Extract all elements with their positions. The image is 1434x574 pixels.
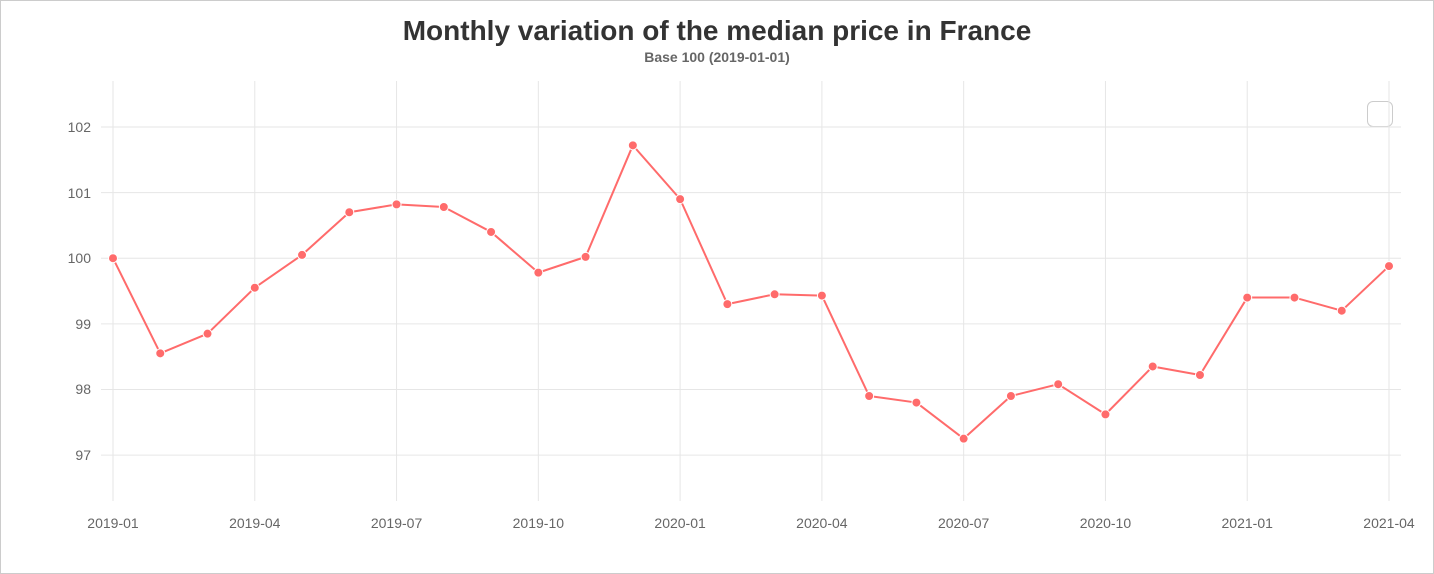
x-tick-label: 2020-01	[654, 515, 705, 531]
y-tick-label: 102	[1, 119, 91, 135]
x-tick-label: 2019-07	[371, 515, 422, 531]
x-tick-label: 2019-10	[513, 515, 564, 531]
chart-title: Monthly variation of the median price in…	[1, 15, 1433, 47]
x-tick-label: 2019-01	[87, 515, 138, 531]
y-tick-label: 100	[1, 250, 91, 266]
y-tick-label: 99	[1, 316, 91, 332]
x-tick-label: 2020-04	[796, 515, 847, 531]
x-tick-label: 2020-10	[1080, 515, 1131, 531]
chart-subtitle: Base 100 (2019-01-01)	[1, 49, 1433, 65]
x-tick-label: 2021-04	[1363, 515, 1414, 531]
chart-frame: Monthly variation of the median price in…	[0, 0, 1434, 574]
x-tick-label: 2020-07	[938, 515, 989, 531]
y-tick-label: 101	[1, 185, 91, 201]
y-tick-label: 98	[1, 381, 91, 397]
x-tick-label: 2019-04	[229, 515, 280, 531]
x-tick-label: 2021-01	[1222, 515, 1273, 531]
plot-area	[101, 81, 1401, 501]
y-tick-label: 97	[1, 447, 91, 463]
